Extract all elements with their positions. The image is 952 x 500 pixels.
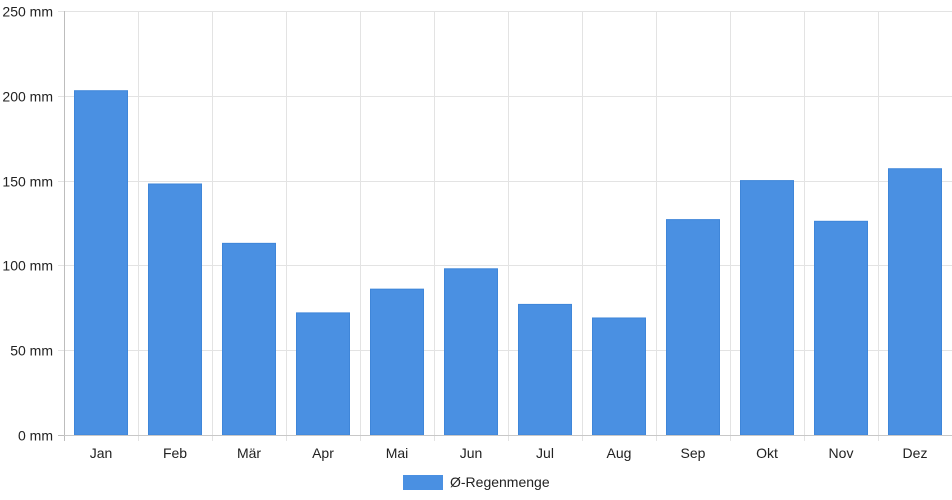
bar-feb[interactable] <box>148 183 202 436</box>
bar-jan[interactable] <box>74 90 128 436</box>
x-tick-label: Nov <box>829 445 854 461</box>
bar-dez[interactable] <box>888 168 942 436</box>
x-tick-labels: Jan Feb Mär Apr Mai Jun Jul Aug Sep Okt Nov Dez <box>90 445 928 461</box>
legend-label: Ø-Regenmenge <box>450 474 550 490</box>
bar-nov[interactable] <box>814 220 868 436</box>
y-tick-label: 100 mm <box>2 258 53 274</box>
x-tick-label: Aug <box>607 445 632 461</box>
x-tick-label: Feb <box>163 445 187 461</box>
bar-mär[interactable] <box>222 242 276 436</box>
bar-jul[interactable] <box>518 303 572 436</box>
x-tick-label: Jul <box>536 445 554 461</box>
legend-swatch <box>403 475 443 490</box>
x-tick-label: Dez <box>903 445 928 461</box>
legend[interactable]: Ø-Regenmenge <box>403 474 550 490</box>
bar-jun[interactable] <box>444 268 498 436</box>
y-tick-label: 0 mm <box>18 428 53 444</box>
x-tick-label: Mai <box>386 445 409 461</box>
x-tick-label: Mär <box>237 445 261 461</box>
y-tick-labels: 0 mm 50 mm 100 mm 150 mm 200 mm 250 mm <box>2 4 53 444</box>
bar-okt[interactable] <box>740 180 794 436</box>
grid-lines <box>58 11 952 441</box>
bar-aug[interactable] <box>592 317 646 436</box>
y-tick-label: 50 mm <box>10 343 53 359</box>
bar-mai[interactable] <box>370 288 424 436</box>
x-tick-label: Jan <box>90 445 113 461</box>
bar-sep[interactable] <box>666 219 720 436</box>
bars <box>74 90 942 436</box>
y-tick-label: 250 mm <box>2 4 53 20</box>
y-tick-label: 200 mm <box>2 89 53 105</box>
bar-apr[interactable] <box>296 312 350 436</box>
x-tick-label: Jun <box>460 445 483 461</box>
y-tick-label: 150 mm <box>2 174 53 190</box>
x-tick-label: Okt <box>756 445 778 461</box>
x-tick-label: Sep <box>681 445 706 461</box>
x-tick-label: Apr <box>312 445 334 461</box>
